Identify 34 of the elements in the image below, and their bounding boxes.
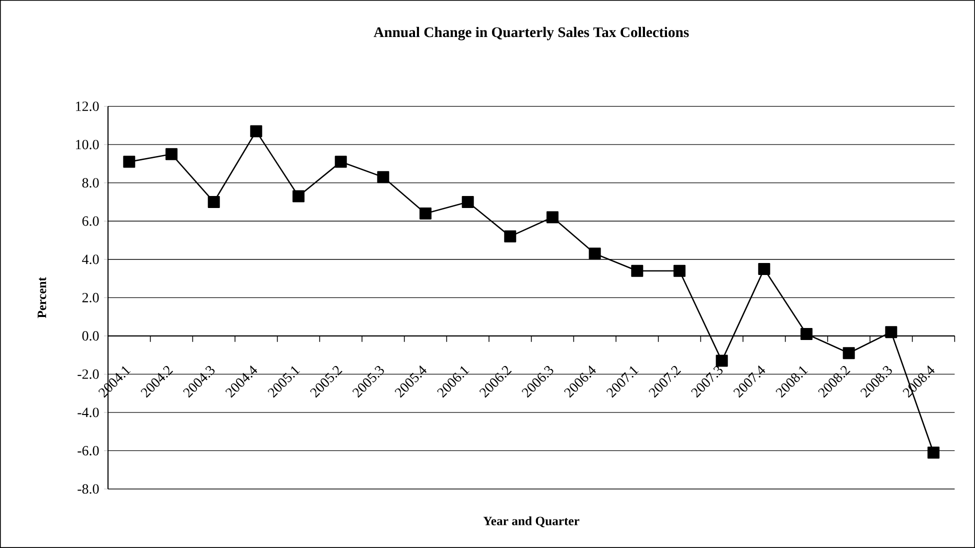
y-tick-label: 4.0 [82, 254, 99, 264]
point [842, 347, 855, 360]
y-tick-label: -2.0 [78, 369, 99, 379]
point [250, 125, 262, 138]
y-tick-label: 2.0 [82, 292, 99, 302]
point [588, 248, 601, 260]
y-axis-title: Percent [38, 277, 46, 318]
point [377, 171, 390, 184]
y-tick-label: 6.0 [82, 216, 99, 226]
y-tick-label: 0.0 [82, 331, 99, 341]
point [462, 196, 474, 208]
y-tick-label: -8.0 [78, 484, 99, 494]
point [504, 230, 516, 242]
point [166, 148, 178, 160]
y-tick-label: 8.0 [82, 178, 99, 188]
point [334, 156, 347, 168]
point [546, 211, 559, 224]
point [123, 156, 136, 168]
point [674, 264, 686, 277]
y-tick-label: 12.0 [76, 102, 99, 112]
point [631, 264, 644, 277]
point [800, 328, 813, 340]
chart-title: Annual Change in Quarterly Sales Tax Collections [374, 26, 689, 40]
point [208, 196, 220, 208]
y-tick-label: -6.0 [78, 446, 99, 456]
point [927, 446, 940, 459]
point [292, 190, 305, 202]
point [716, 354, 728, 367]
point [885, 326, 898, 338]
x-axis-title: Year and Quarter [483, 516, 580, 528]
point [758, 262, 770, 275]
y-tick-label: -4.0 [78, 408, 99, 418]
point [420, 207, 432, 220]
y-tick-label: 10.0 [76, 140, 99, 150]
